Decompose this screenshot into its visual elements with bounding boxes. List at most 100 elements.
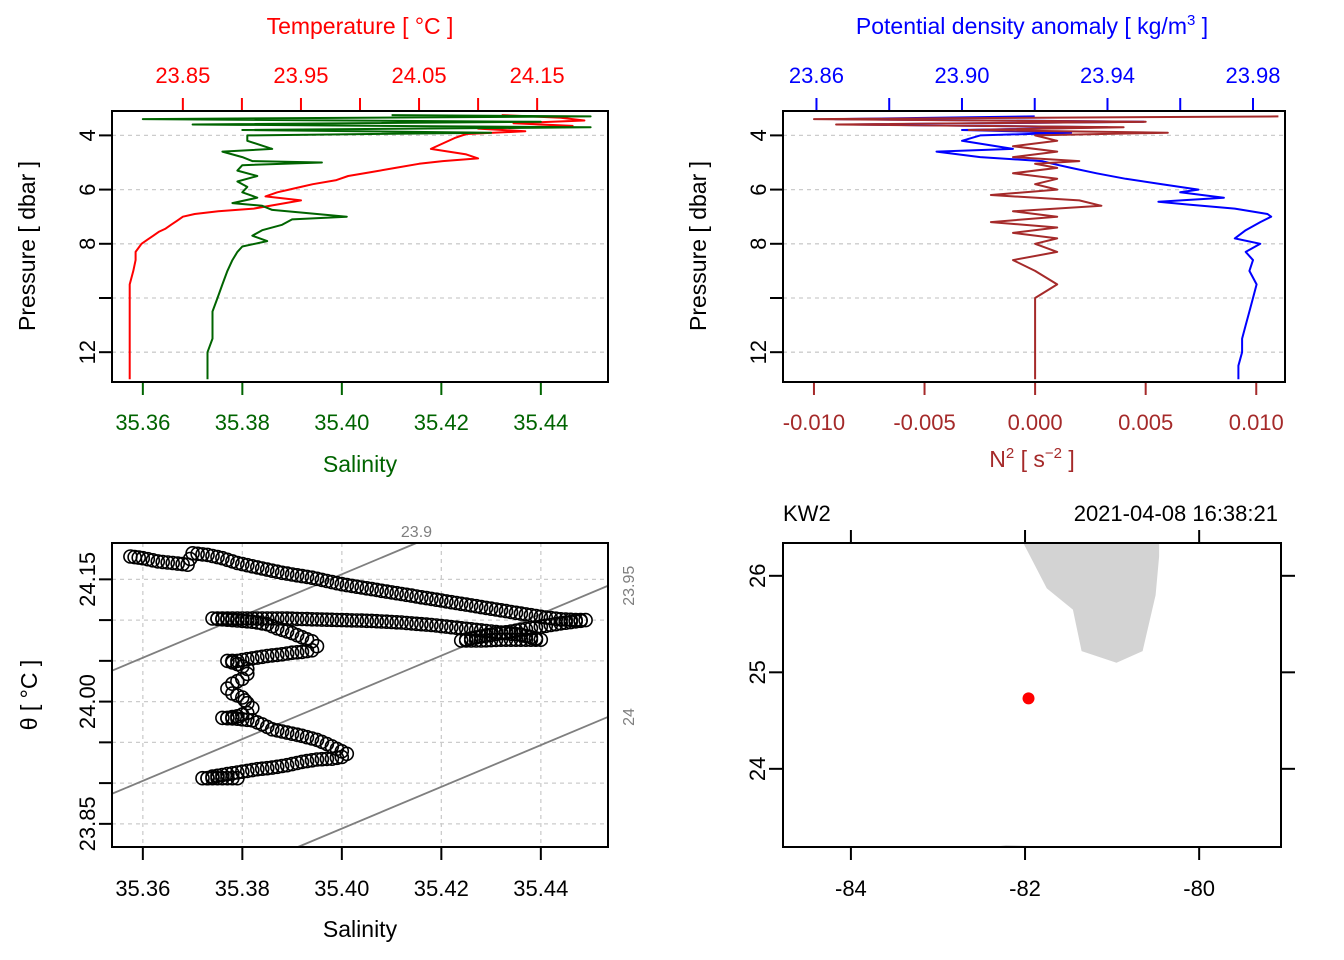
- top-tick-label: 23.94: [1080, 63, 1135, 88]
- ts-point: [458, 621, 474, 637]
- x-tick-label: 35.38: [215, 876, 270, 901]
- isopycnal-line: [297, 716, 609, 848]
- profile-lines: [813, 115, 1279, 380]
- ts-point: [369, 613, 385, 629]
- ts-point: [463, 598, 479, 613]
- lon-tick-label: -82: [1009, 876, 1041, 901]
- ts-point: [438, 594, 454, 609]
- ts-point: [205, 770, 220, 786]
- ts-point: [284, 611, 300, 627]
- bottom-tick-label: -0.010: [783, 410, 845, 435]
- ts-point: [195, 770, 210, 786]
- bottom-tick-label: 35.44: [513, 410, 568, 435]
- ts-point: [210, 770, 225, 786]
- bottom-tick-label: 0.000: [1008, 410, 1063, 435]
- ts-point: [334, 612, 350, 628]
- ts-point: [483, 624, 499, 639]
- ts-point: [299, 569, 315, 585]
- ts-point: [274, 565, 290, 581]
- ts-point: [220, 612, 235, 628]
- ts-point: [264, 648, 280, 663]
- ts-point: [230, 711, 245, 727]
- ts-point: [230, 770, 245, 786]
- ts-point: [225, 612, 240, 628]
- x-tick-label: 35.42: [414, 876, 469, 901]
- ts-point: [294, 568, 310, 584]
- ts-point: [304, 642, 320, 658]
- y-tick-label: 6: [75, 183, 100, 195]
- ts-point: [538, 610, 554, 625]
- top-tick-label: 23.85: [155, 63, 210, 88]
- lat-tick-label: 24: [745, 757, 770, 781]
- ts-point: [314, 572, 330, 588]
- ts-point: [513, 606, 529, 621]
- n2-axis: -0.010 -0.005 0.000 0.005 0.010: [783, 382, 1284, 435]
- ts-point: [289, 755, 305, 771]
- ts-point: [419, 617, 434, 632]
- ts-point: [399, 615, 414, 631]
- top-tick-label: 23.98: [1225, 63, 1280, 88]
- ts-point: [240, 557, 255, 573]
- ts-point: [404, 616, 419, 631]
- ts-point: [334, 749, 350, 765]
- ts-point: [314, 612, 330, 627]
- ts-point: [145, 552, 161, 568]
- ts-point: [329, 612, 345, 628]
- ts-point: [289, 611, 305, 627]
- plot-frame: [782, 110, 1286, 383]
- ts-point: [513, 627, 529, 643]
- ts-point: [160, 555, 175, 570]
- ts-point: [249, 650, 265, 665]
- station-name: KW2: [783, 501, 831, 526]
- ts-point: [299, 753, 315, 769]
- ts-point: [259, 611, 275, 626]
- ts-point: [543, 617, 559, 633]
- ts-point: [483, 601, 499, 617]
- ts-point: [235, 556, 250, 572]
- ts-point: [279, 566, 295, 581]
- ts-point: [230, 613, 245, 628]
- theta-axis: 23.85 24.00 24.15: [75, 552, 112, 851]
- station-map-panel: -84 -82 -80 24 25 26 KW2 2021-04-08 16:38:21: [745, 501, 1295, 901]
- isopycnal-label: 23.95: [621, 566, 638, 606]
- x-tick-label: 35.36: [115, 876, 170, 901]
- ts-point: [299, 643, 315, 659]
- ts-point: [503, 626, 519, 642]
- ts-point: [379, 614, 394, 630]
- ts-point: [140, 551, 156, 567]
- ts-point: [359, 580, 375, 596]
- series-line-temperature: [128, 114, 586, 380]
- ts-point: [304, 752, 320, 768]
- ts-point: [294, 644, 310, 660]
- salinity-axis-title: Salinity: [323, 451, 398, 477]
- ts-point: [254, 561, 270, 576]
- y-tick-label: 12: [746, 340, 771, 364]
- ts-point: [508, 605, 524, 621]
- ts-point: [433, 618, 449, 634]
- ts-point: [254, 649, 270, 665]
- ts-point: [349, 579, 365, 595]
- ts-point: [284, 645, 300, 661]
- ts-point: [404, 588, 419, 603]
- ts-point: [429, 618, 444, 633]
- ts-point: [269, 647, 285, 663]
- ts-point: [304, 570, 320, 586]
- series-line-potential-density-anomaly: [833, 115, 1273, 380]
- isopycnal-label: 24: [621, 708, 638, 726]
- pressure-axis: 4 6 8 12: [75, 129, 112, 364]
- ts-point: [254, 761, 270, 777]
- ts-point: [329, 750, 345, 766]
- ts-point: [458, 597, 474, 612]
- ts-point: [259, 760, 275, 776]
- density-axis: 23.86 23.90 23.94 23.98: [789, 63, 1281, 111]
- pressure-axis-title: Pressure [ dbar ]: [685, 161, 711, 331]
- lat-tick-label: 25: [745, 660, 770, 684]
- bottom-tick-label: 35.38: [215, 410, 270, 435]
- salinity-axis-title: Salinity: [323, 916, 398, 942]
- ts-point: [349, 613, 365, 628]
- ts-point: [240, 666, 255, 682]
- ts-point: [245, 762, 260, 778]
- ts-point: [334, 576, 350, 592]
- temperature-salinity-profile-panel: Temperature [ °C ] 23.85 23.95 24.05 24.15 …: [14, 13, 609, 477]
- bottom-tick-label: 35.40: [314, 410, 369, 435]
